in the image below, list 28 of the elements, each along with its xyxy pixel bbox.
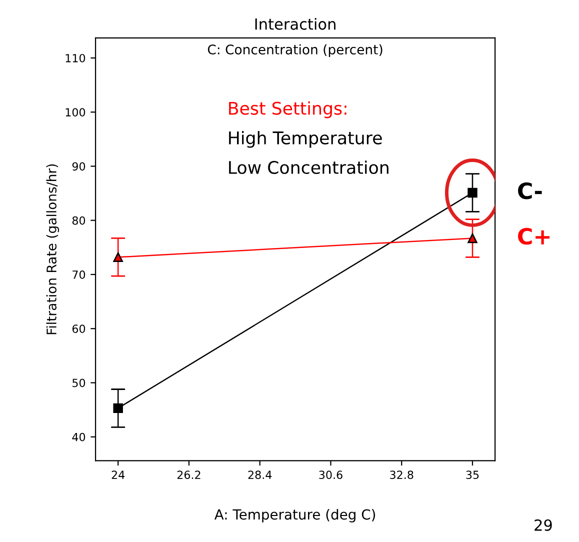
series-label: C+ [518, 228, 550, 245]
y-tick-label: 90 [72, 162, 86, 171]
x-tick-label: 28.4 [248, 470, 272, 480]
y-tick-label: 40 [72, 432, 86, 442]
x-tick-label: 26.2 [177, 470, 200, 480]
y-tick-label: 100 [66, 108, 86, 116]
x-tick-label: 30.6 [319, 470, 342, 480]
y-tick-label: 80 [72, 216, 86, 225]
series-label: C- [518, 182, 542, 200]
x-tick-label: 35 [466, 470, 479, 480]
y-tick-label: 110 [66, 54, 86, 62]
x-axis-title: A: Temperature (deg C) [214, 508, 376, 522]
y-tick-label: 70 [72, 270, 86, 279]
annotation: Best Settings: [229, 101, 346, 118]
x-tick-label: 32.8 [390, 470, 414, 480]
chart-subtitle: C: Concentration (percent) [208, 44, 382, 58]
y-axis-title: Filtration Rate (gallons/hr) [46, 164, 60, 334]
point [468, 188, 478, 198]
point [113, 403, 123, 414]
text: 29 [534, 519, 552, 531]
x-tick-label: 24 [112, 470, 125, 479]
annotation: Low Concentration [229, 160, 388, 174]
y-tick-label: 50 [72, 378, 86, 388]
chart-title: Interaction [255, 18, 336, 30]
y-tick-label: 60 [72, 324, 86, 333]
point [468, 233, 478, 244]
point [113, 252, 123, 262]
annotation: High Temperature [229, 131, 382, 148]
